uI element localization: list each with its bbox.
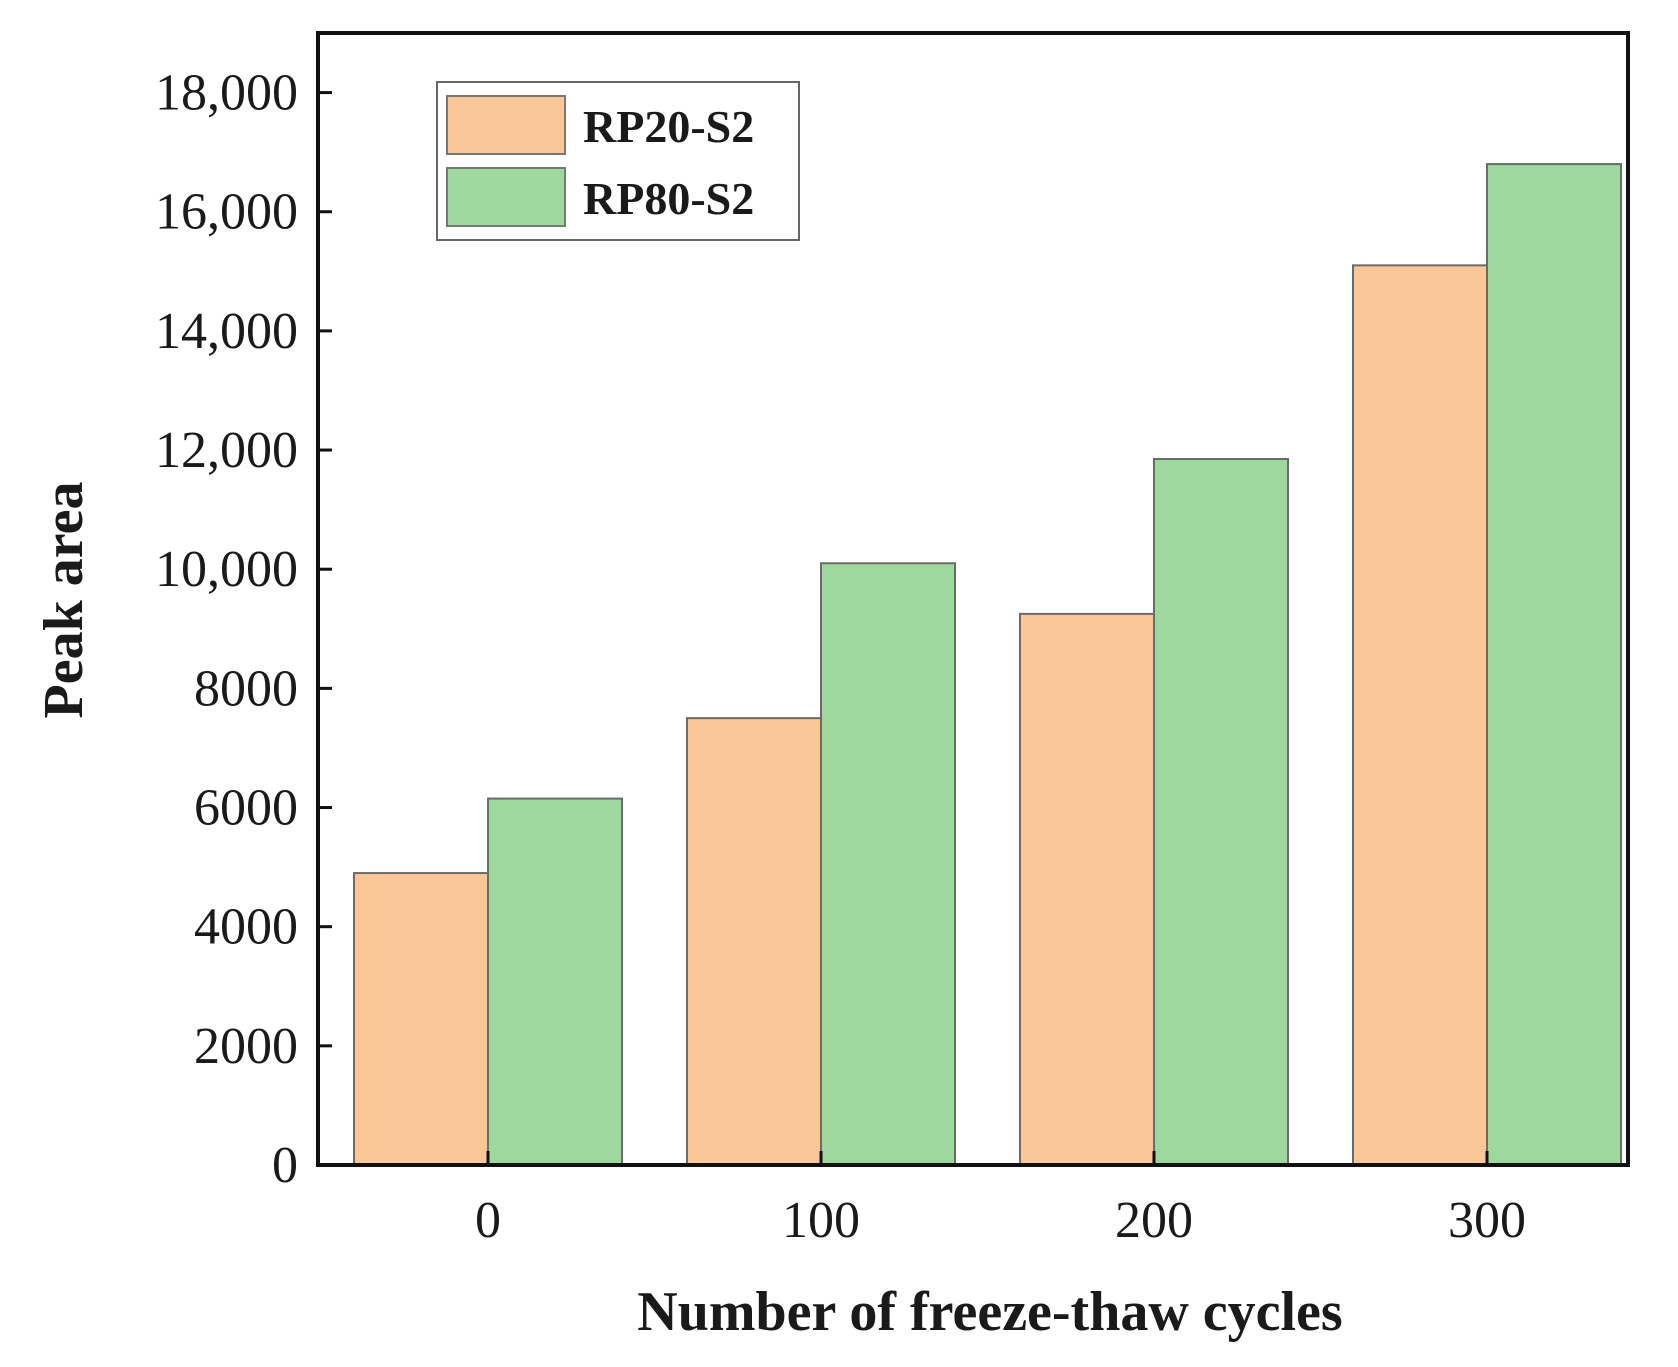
y-axis-title: Peak area — [33, 482, 95, 719]
bar-rp80-s2-100 — [820, 562, 956, 1166]
bar-rp20-s2-200 — [1019, 612, 1155, 1166]
legend-label-rp80-s2: RP80-S2 — [583, 173, 754, 224]
x-tick-label: 300 — [1448, 1192, 1526, 1249]
y-tick-label: 4000 — [194, 899, 298, 956]
bars-group — [353, 163, 1622, 1167]
y-tick-label: 16,000 — [155, 184, 298, 241]
y-axis-ticks: 0 2000 4000 6000 8000 10,000 12,000 14,000 16,00… — [155, 65, 332, 1194]
legend-swatch-rp20-s2 — [446, 95, 566, 155]
y-tick-label: 8000 — [194, 660, 298, 717]
legend-label-rp20-s2: RP20-S2 — [583, 101, 754, 152]
y-tick-label: 2000 — [194, 1018, 298, 1075]
legend-swatch-rp80-s2 — [446, 167, 566, 227]
x-tick-label: 200 — [1115, 1192, 1193, 1249]
bar-rp80-s2-300 — [1486, 163, 1622, 1167]
legend: RP20-S2 RP80-S2 — [436, 81, 800, 241]
bar-rp20-s2-0 — [353, 872, 489, 1166]
bar-rp20-s2-100 — [686, 717, 822, 1166]
y-tick-label: 14,000 — [155, 303, 298, 360]
y-tick-label: 18,000 — [155, 65, 298, 122]
y-tick-label: 0 — [272, 1137, 298, 1194]
x-axis-ticks: 0 100 200 300 — [475, 1151, 1526, 1249]
x-axis-title: Number of freeze-thaw cycles — [637, 1281, 1342, 1343]
x-tick-label: 100 — [782, 1192, 860, 1249]
x-tick-label: 0 — [475, 1192, 501, 1249]
plot-frame — [316, 31, 1630, 1167]
bar-rp20-s2-300 — [1352, 264, 1488, 1166]
y-tick-label: 10,000 — [155, 541, 298, 598]
bar-rp80-s2-0 — [487, 797, 623, 1166]
y-tick-label: 12,000 — [155, 422, 298, 479]
bar-rp80-s2-200 — [1153, 457, 1289, 1166]
y-tick-label: 6000 — [194, 780, 298, 837]
